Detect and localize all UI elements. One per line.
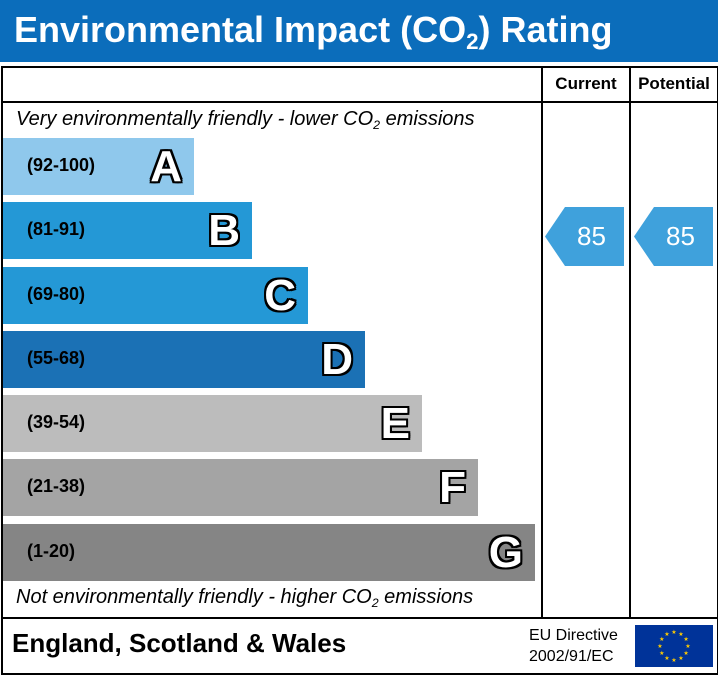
eu-star-icon: ★ [659, 650, 664, 657]
eu-star-icon: ★ [678, 631, 683, 638]
current-column-header: Current [555, 74, 617, 93]
top-note: Very environmentally friendly - lower CO… [16, 108, 475, 132]
band-letter: E [380, 399, 410, 448]
band-g: (1-20) G [3, 524, 535, 581]
current-rating-value: 85 [577, 221, 606, 251]
band-a: (92-100) A [3, 138, 194, 195]
band-range-label: (69-80) [27, 284, 86, 304]
eu-star-icon: ★ [664, 631, 669, 638]
current-arrow-shape [545, 207, 624, 266]
band-range-label: (39-54) [27, 412, 86, 432]
band-range-label: (1-20) [27, 541, 76, 561]
band-letter: D [321, 335, 353, 384]
band-letter: A [150, 142, 182, 191]
potential-rating-value: 85 [666, 221, 695, 251]
country-label: England, Scotland & Wales [12, 628, 347, 658]
band-e: (39-54) E [3, 395, 422, 452]
directive-line2: 2002/91/EC [529, 648, 614, 665]
title-bar: Environmental Impact (CO2) Rating [0, 0, 718, 62]
band-b: (81-91) B [3, 202, 252, 259]
eu-star-icon: ★ [683, 650, 688, 657]
eu-star-icon: ★ [671, 629, 676, 636]
band-letter: G [488, 528, 523, 577]
footer-divider [1, 617, 717, 619]
band-range-label: (81-91) [27, 219, 86, 239]
bottom-note: Not environmentally friendly - higher CO… [16, 586, 474, 610]
eu-star-icon: ★ [657, 643, 662, 650]
eu-directive: EU Directive 2002/91/EC [529, 625, 618, 667]
potential-arrow-shape [634, 207, 713, 266]
band-range-label: (21-38) [27, 476, 86, 496]
eu-star-icon: ★ [678, 655, 683, 662]
eu-star-icon: ★ [664, 655, 669, 662]
eu-star-icon: ★ [683, 636, 688, 643]
band-c: (69-80) C [3, 267, 308, 324]
current-arrow [545, 207, 624, 266]
band-d: (55-68) D [3, 331, 365, 388]
band-range-label: (55-68) [27, 348, 86, 368]
header-divider [1, 101, 717, 103]
eu-star-icon: ★ [671, 657, 676, 664]
band-letter: F [439, 463, 466, 512]
band-letter: B [208, 206, 240, 255]
directive-line1: EU Directive [529, 627, 618, 644]
potential-column-divider [629, 66, 631, 619]
band-f: (21-38) F [3, 459, 478, 516]
eu-flag-icon: ★ ★★★★★★★★★★★ [635, 625, 713, 667]
band-range-label: (92-100) [27, 155, 96, 175]
page-title: Environmental Impact (CO2) Rating [14, 9, 613, 54]
current-column-divider [541, 66, 543, 619]
band-letter: C [264, 271, 296, 320]
potential-column-header: Potential [638, 74, 710, 93]
eu-star-icon: ★ [659, 636, 664, 643]
potential-arrow [634, 207, 713, 266]
eu-star-icon: ★ [685, 643, 690, 650]
